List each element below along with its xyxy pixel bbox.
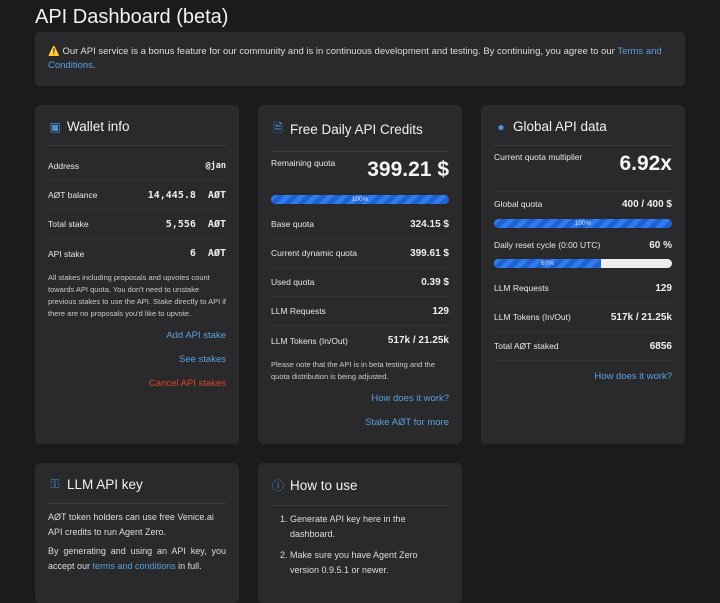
value: 400 / 400 $ [621,198,672,210]
beta-note: Please note that the API is in beta test… [271,360,435,381]
label: Daily reset cycle (0:00 UTC) [494,240,601,250]
remaining-label: Remaining quota [271,158,336,168]
label: LLM Tokens (In/Out) [271,335,348,346]
card-title: Global API data [513,119,607,134]
step: Generate API key here in the dashboard. [290,512,449,542]
value: 129 [655,282,672,294]
text: in full. [175,561,202,571]
stat-row: LLM Requests 129 [271,297,449,326]
label: Global quota [494,199,543,209]
page-title: API Dashboard (beta) [35,6,229,28]
wallet-card: ▣ Wallet info Address @jan AØT balance 14,4… [35,105,239,444]
value: 60 % [649,239,672,251]
banner-text: ⚠️ Our API service is a bonus feature fo… [48,46,618,57]
remaining-value: 399.21 $ [367,158,449,181]
api-key-card: ⚿ LLM API key AØT token holders can use f… [35,463,239,603]
stat-row: Used quota 0.39 $ [271,268,449,297]
remaining-progress-bar: 100% [271,195,449,204]
row-address: Address @jan [48,152,226,181]
how-does-it-work-link[interactable]: How does it work? [371,393,449,404]
progress-fill: 100% [271,195,449,204]
add-api-stake-link[interactable]: Add API stake [166,330,226,341]
banner-end: . [92,60,96,71]
cancel-api-stakes-link[interactable]: Cancel API stakes [148,378,226,389]
value: 0.39 $ [421,276,449,288]
label: LLM Requests [271,306,326,316]
label: LLM Tokens (In/Out) [494,312,571,322]
stat-row: LLM Tokens (In/Out) 517k / 21.25k [494,303,672,332]
value: 6856 [649,340,672,352]
value: 324.15 $ [410,218,449,230]
value: 14,445.8 AØT [147,189,226,201]
stat-row: LLM Requests 129 [494,274,672,303]
text: By generating and using an API key, you … [48,546,226,571]
row-total-stake: Total stake 5,556 AØT [48,210,226,239]
credits-card: 🗎 Free Daily API Credits Remaining quota 3… [258,105,462,444]
api-key-intro: AØT token holders can use free Venice.ai… [48,512,214,537]
stat-row: LLM Tokens (In/Out) 517k / 21.25k [271,326,449,355]
card-title: How to use [290,478,358,493]
value: 6 AØT [189,248,226,259]
stat-row: Current dynamic quota 399.61 $ [271,239,449,268]
label: Total stake [48,219,89,229]
label: Current dynamic quota [271,248,357,258]
reset-cycle-bar: 60% [494,259,672,268]
row-balance: AØT balance 14,445.8 AØT [48,181,226,210]
terms-link[interactable]: Terms and Conditions [48,46,662,71]
label: AØT balance [48,190,98,200]
value: 129 [432,305,449,317]
progress-fill: 60% [494,259,601,268]
see-stakes-link[interactable]: See stakes [179,354,226,365]
address-link[interactable]: @jan [205,161,226,171]
disclaimer-banner: ⚠️ Our API service is a bonus feature fo… [35,32,685,86]
key-icon: ⚿ [50,477,60,491]
label: LLM Requests [494,283,549,293]
card-title: LLM API key [67,477,143,492]
value: 517k / 21.25k [610,311,672,323]
multiplier-value: 6.92x [619,152,672,175]
how-does-it-work-link[interactable]: How does it work? [594,371,672,382]
global-quota-bar: 100% [494,219,672,228]
stake-note: All stakes including proposals and upvot… [48,273,227,318]
document-dollar-icon: 🗎 [273,121,283,135]
stat-row: Total AØT staked 6856 [494,332,672,361]
wallet-icon: ▣ [49,119,61,134]
card-title: Wallet info [67,119,130,134]
card-title: Free Daily API Credits [290,122,423,137]
how-to-use-card: ⓘ How to use Generate API key here in the… [258,463,462,603]
multiplier-label: Current quota multiplier [494,152,583,162]
label: API stake [48,248,85,259]
terms-conditions-link[interactable]: terms and conditions [92,561,176,571]
value: 5,556 AØT [165,218,226,230]
label: Address [48,161,80,171]
row-api-stake: API stake 6 AØT [48,239,226,268]
label: Base quota [271,219,315,229]
label: Used quota [271,277,315,287]
label: Total AØT staked [494,341,559,351]
global-card: ● Global API data Current quota multiplie… [481,105,685,444]
value: 517k / 21.25k [387,335,449,346]
stake-more-link[interactable]: Stake AØT for more [365,417,449,428]
stat-row: Base quota 324.15 $ [271,210,449,239]
step: Make sure you have Agent Zero version 0.… [290,548,449,578]
progress-fill: 100% [494,219,672,228]
question-circle-icon: ⓘ [271,479,284,493]
globe-icon: ● [497,119,505,134]
value: 399.61 $ [410,247,449,259]
